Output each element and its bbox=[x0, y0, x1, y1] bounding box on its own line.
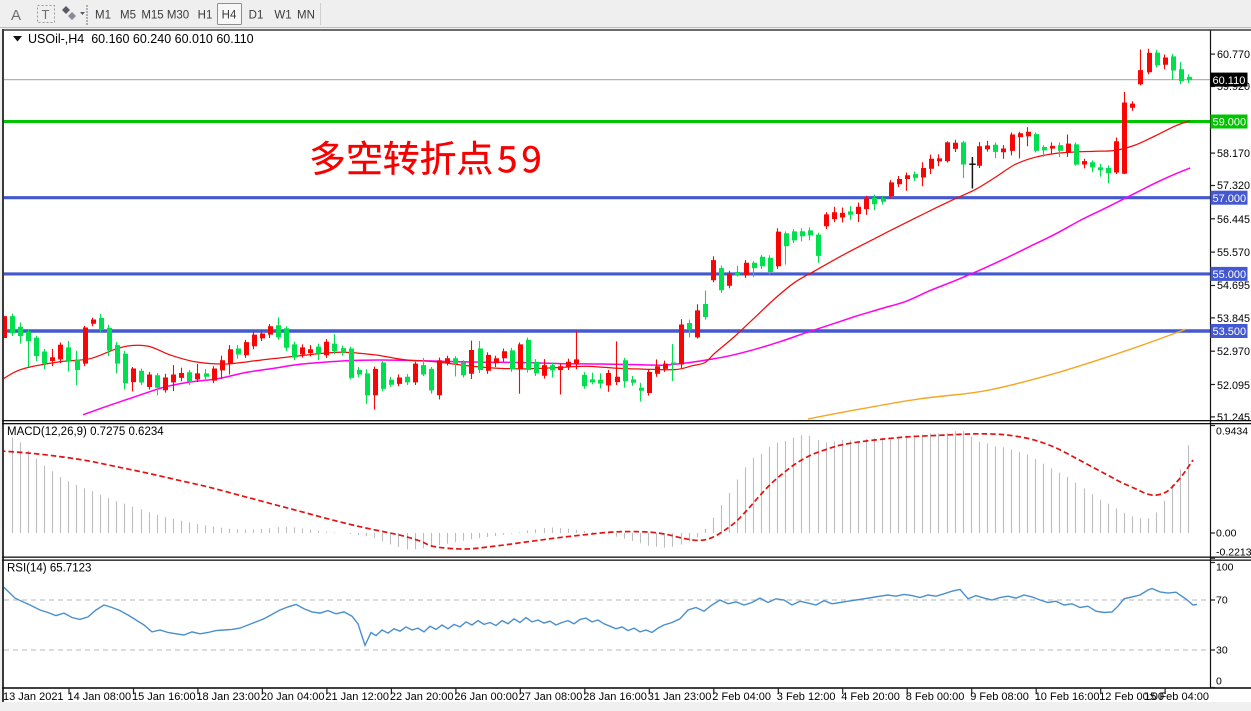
svg-text:0.9434: 0.9434 bbox=[1216, 426, 1248, 438]
svg-text:14 Jan 08:00: 14 Jan 08:00 bbox=[68, 691, 132, 703]
svg-text:27 Jan 08:00: 27 Jan 08:00 bbox=[519, 691, 583, 703]
svg-text:4 Feb 20:00: 4 Feb 20:00 bbox=[841, 691, 900, 703]
svg-text:54.695: 54.695 bbox=[1217, 280, 1250, 292]
svg-text:3 Feb 12:00: 3 Feb 12:00 bbox=[777, 691, 836, 703]
svg-text:0.00: 0.00 bbox=[1216, 528, 1237, 540]
svg-text:RSI(14) 65.7123: RSI(14) 65.7123 bbox=[7, 563, 91, 575]
svg-text:52.095: 52.095 bbox=[1217, 380, 1250, 392]
svg-text:H4: H4 bbox=[222, 10, 237, 22]
svg-text:56.445: 56.445 bbox=[1217, 214, 1250, 226]
svg-text:W1: W1 bbox=[274, 10, 291, 22]
svg-text:D1: D1 bbox=[249, 10, 264, 22]
svg-text:2 Feb 04:00: 2 Feb 04:00 bbox=[712, 691, 771, 703]
svg-text:-0.2213: -0.2213 bbox=[1216, 547, 1251, 559]
svg-text:USOil-,H4 60.160 60.240 60.01: USOil-,H4 60.160 60.240 60.010 60.110 bbox=[28, 32, 254, 46]
svg-text:21 Jan 12:00: 21 Jan 12:00 bbox=[325, 691, 389, 703]
svg-text:20 Jan 04:00: 20 Jan 04:00 bbox=[261, 691, 325, 703]
svg-text:57.320: 57.320 bbox=[1217, 180, 1250, 192]
svg-text:MN: MN bbox=[297, 10, 315, 22]
svg-text:10 Feb 16:00: 10 Feb 16:00 bbox=[1035, 691, 1100, 703]
svg-text:8 Feb 00:00: 8 Feb 00:00 bbox=[906, 691, 965, 703]
svg-text:22 Jan 20:00: 22 Jan 20:00 bbox=[390, 691, 454, 703]
svg-text:30: 30 bbox=[1216, 645, 1228, 657]
svg-text:A: A bbox=[11, 7, 21, 24]
svg-text:M5: M5 bbox=[120, 10, 136, 22]
svg-text:MACD(12,26,9) 0.7275 0.6234: MACD(12,26,9) 0.7275 0.6234 bbox=[7, 426, 164, 438]
svg-text:60.770: 60.770 bbox=[1217, 49, 1250, 61]
svg-text:53.500: 53.500 bbox=[1213, 326, 1247, 338]
svg-text:M30: M30 bbox=[167, 10, 189, 22]
svg-text:26 Jan 00:00: 26 Jan 00:00 bbox=[454, 691, 518, 703]
svg-text:70: 70 bbox=[1216, 595, 1228, 607]
svg-text:0: 0 bbox=[1216, 676, 1222, 688]
svg-text:31 Jan 23:00: 31 Jan 23:00 bbox=[648, 691, 712, 703]
svg-text:57.000: 57.000 bbox=[1213, 193, 1247, 205]
svg-text:60.110: 60.110 bbox=[1213, 75, 1246, 87]
svg-text:M1: M1 bbox=[95, 10, 111, 22]
svg-text:13 Jan 2021: 13 Jan 2021 bbox=[3, 691, 64, 703]
svg-text:58.170: 58.170 bbox=[1217, 148, 1250, 160]
svg-text:15 Jan 16:00: 15 Jan 16:00 bbox=[132, 691, 196, 703]
svg-text:T: T bbox=[42, 7, 50, 22]
svg-text:9 Feb 08:00: 9 Feb 08:00 bbox=[970, 691, 1029, 703]
svg-text:52.970: 52.970 bbox=[1217, 346, 1250, 358]
svg-text:55.000: 55.000 bbox=[1213, 269, 1247, 281]
svg-text:15 Feb 04:00: 15 Feb 04:00 bbox=[1144, 691, 1209, 703]
svg-text:55.570: 55.570 bbox=[1217, 247, 1250, 259]
svg-text:59.000: 59.000 bbox=[1213, 117, 1247, 129]
svg-text:100: 100 bbox=[1216, 562, 1234, 574]
svg-text:51.245: 51.245 bbox=[1217, 412, 1250, 424]
svg-text:18 Jan 23:00: 18 Jan 23:00 bbox=[196, 691, 260, 703]
svg-text:M15: M15 bbox=[141, 10, 163, 22]
svg-text:53.845: 53.845 bbox=[1217, 313, 1250, 325]
svg-text:12 Feb 00:00: 12 Feb 00:00 bbox=[1099, 691, 1164, 703]
svg-text:H1: H1 bbox=[198, 10, 213, 22]
svg-text:28 Jan 16:00: 28 Jan 16:00 bbox=[583, 691, 647, 703]
